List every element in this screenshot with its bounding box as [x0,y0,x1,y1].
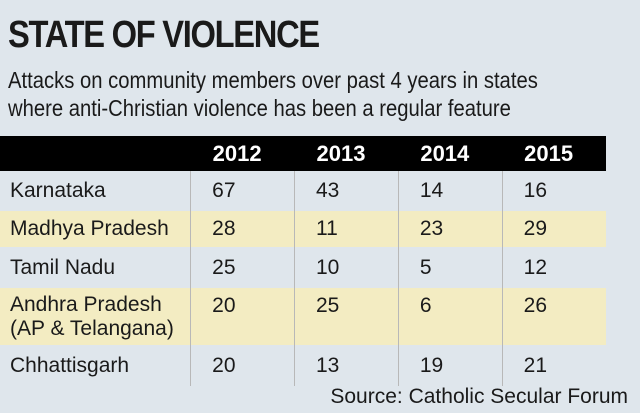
table-cell: 19 [397,345,503,386]
table-cell: 29 [501,211,606,247]
table-cell: 14 [397,171,503,211]
table-cell: 67 [190,171,295,211]
table-row: Karnataka 67 43 14 16 [0,171,606,211]
page-title: STATE OF VIOLENCE [8,14,320,56]
column-header-state [0,136,191,171]
table-cell: 26 [501,288,606,345]
table-cell: 25 [190,247,295,288]
table-row: Andhra Pradesh (AP & Telangana) 20 25 6 … [0,288,606,345]
table-cell: 10 [294,247,399,288]
table-cell: 43 [294,171,399,211]
table-cell: 6 [397,288,503,345]
table-cell: 25 [294,288,399,345]
table-cell: 20 [190,345,295,386]
column-header-2014: 2014 [420,140,470,166]
state-name: Tamil Nadu [10,255,116,279]
table-cell: 20 [190,288,295,345]
table-cell: 23 [397,211,503,247]
table-row: Madhya Pradesh 28 11 23 29 [0,211,606,247]
table-cell: 13 [294,345,399,386]
column-header-2013: 2013 [316,140,366,166]
subtitle-line-1: Attacks on community members over past 4… [8,67,538,93]
subtitle: Attacks on community members over past 4… [8,66,624,122]
table-row: Chhattisgarh 20 13 19 21 [0,345,606,386]
source-note: Source: Catholic Secular Forum [330,385,628,408]
table-header-row: 2012 2013 2014 2015 [0,136,606,171]
table-cell: 12 [501,247,606,288]
table-cell: 28 [190,211,295,247]
column-header-2015: 2015 [524,140,574,166]
subtitle-line-2: where anti-Christian violence has been a… [8,95,511,121]
state-name: Karnataka [10,179,106,202]
data-table: 2012 2013 2014 2015 Karnataka 67 43 14 1… [0,136,606,386]
column-header-2012: 2012 [212,140,262,166]
table-cell: 21 [501,345,606,386]
state-name: Andhra Pradesh (AP & Telangana) [10,292,174,340]
table-cell: 16 [501,171,606,211]
table-cell: 11 [294,211,399,247]
state-name: Madhya Pradesh [10,217,169,240]
table-cell: 5 [397,247,503,288]
state-name: Chhattisgarh [10,353,130,377]
table-row: Tamil Nadu 25 10 5 12 [0,247,606,288]
